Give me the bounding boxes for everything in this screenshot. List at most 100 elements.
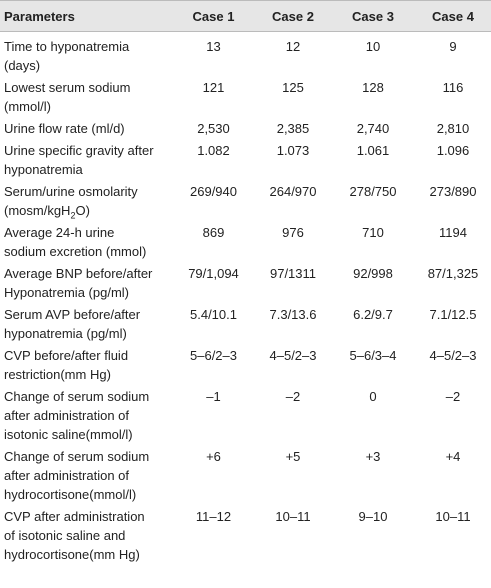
parameter-line: Serum AVP before/after bbox=[4, 307, 141, 322]
value-cell: 9–10 bbox=[358, 509, 388, 524]
header-cell: Case 2 bbox=[255, 0, 331, 32]
value-cell: +3 bbox=[365, 449, 381, 464]
table-row: Serum/urine osmolarity (mosm/kgH2O) 269/94… bbox=[0, 181, 491, 222]
parameter-line: (days) bbox=[4, 58, 41, 73]
parameter-cell: Change of serum sodium after administrati… bbox=[0, 446, 172, 506]
parameter-cell: Average BNP before/after Hyponatremia (pg… bbox=[0, 263, 172, 304]
value-cell: 128 bbox=[362, 80, 384, 95]
value-cell: 976 bbox=[282, 225, 304, 240]
value-cell: 5–6/2–3 bbox=[190, 348, 237, 363]
parameter-line: Average BNP before/after bbox=[4, 266, 153, 281]
value-cell: 10–11 bbox=[275, 509, 311, 524]
table-row: Average BNP before/after Hyponatremia (pg… bbox=[0, 263, 491, 304]
value-cell: 9 bbox=[449, 39, 457, 54]
value-cell: 710 bbox=[362, 225, 384, 240]
value-cell: 4–5/2–3 bbox=[269, 348, 317, 363]
value-cell: 125 bbox=[282, 80, 304, 95]
value-cell: 1.061 bbox=[356, 143, 390, 158]
value-cell: 278/750 bbox=[349, 184, 397, 199]
parameter-cell: Serum AVP before/after hyponatremia (pg/m… bbox=[0, 304, 172, 345]
value-cell: 116 bbox=[442, 80, 464, 95]
parameter-line: hydrocortisone(mm Hg) bbox=[4, 547, 140, 562]
value-cell: 4–5/2–3 bbox=[429, 348, 477, 363]
value-cell: +6 bbox=[206, 449, 221, 464]
value-cell: 12 bbox=[285, 39, 301, 54]
value-cell: 7.3/13.6 bbox=[269, 307, 317, 322]
value-cell: 97/1311 bbox=[269, 266, 317, 281]
value-cell: +5 bbox=[285, 449, 301, 464]
table-row: CVP before/after fluid restriction(mm Hg)… bbox=[0, 345, 491, 386]
parameter-line: Serum/urine osmolarity bbox=[4, 184, 138, 199]
parameter-line: hyponatremia bbox=[4, 162, 83, 177]
value-cell: 5–6/3–4 bbox=[349, 348, 397, 363]
data-table: Parameters Case 1 Case 2 Case 3 Case 4 Time … bbox=[0, 0, 491, 566]
value-cell: –2 bbox=[445, 389, 461, 404]
header-cell: Case 1 bbox=[172, 0, 255, 32]
parameter-cell: Time to hyponatremia (days) bbox=[0, 32, 172, 77]
value-cell: 1.096 bbox=[436, 143, 470, 158]
value-cell: 273/890 bbox=[429, 184, 477, 199]
parameter-line: Change of serum sodium bbox=[4, 449, 150, 464]
parameter-line: isotonic saline(mmol/l) bbox=[4, 427, 133, 442]
parameter-cell: Urine specific gravity after hyponatremia bbox=[0, 140, 172, 181]
parameter-cell: Urine flow rate (ml/d) bbox=[0, 118, 172, 140]
parameter-line: (mosm/kgH2O) bbox=[4, 201, 168, 220]
value-cell: 1.082 bbox=[197, 143, 230, 158]
value-cell: 13 bbox=[206, 39, 221, 54]
table-row: Average 24-h urine sodium excretion (mmol… bbox=[0, 222, 491, 263]
table-row: Time to hyponatremia (days) 13 12 10 9 bbox=[0, 32, 491, 77]
value-cell: 2,530 bbox=[197, 121, 230, 136]
header-row: Parameters Case 1 Case 2 Case 3 Case 4 bbox=[0, 0, 491, 32]
value-cell: 6.2/9.7 bbox=[353, 307, 393, 322]
parameter-line: after administration of bbox=[4, 408, 130, 423]
table-row: Change of serum sodium after administrati… bbox=[0, 446, 491, 506]
parameter-line: (mmol/l) bbox=[4, 99, 51, 114]
table-row: Urine flow rate (ml/d) 2,530 2,385 2,740 2,8… bbox=[0, 118, 491, 140]
value-cell: 10 bbox=[365, 39, 381, 54]
parameter-line: of isotonic saline and bbox=[4, 528, 126, 543]
parameter-line: restriction(mm Hg) bbox=[4, 367, 111, 382]
table-body: Time to hyponatremia (days) 13 12 10 9 Lowest … bbox=[0, 32, 491, 566]
table-row: CVP after administration of isotonic sali… bbox=[0, 506, 491, 566]
table-row: Urine specific gravity after hyponatremia… bbox=[0, 140, 491, 181]
value-cell: –2 bbox=[285, 389, 301, 404]
parameter-cell: Lowest serum sodium (mmol/l) bbox=[0, 77, 172, 118]
value-cell: +4 bbox=[445, 449, 461, 464]
parameter-line: after administration of bbox=[4, 468, 130, 483]
value-cell: 2,740 bbox=[356, 121, 390, 136]
parameter-line: Lowest serum sodium bbox=[4, 80, 131, 95]
value-cell: 269/940 bbox=[190, 184, 237, 199]
value-cell: 7.1/12.5 bbox=[429, 307, 477, 322]
value-cell: 87/1,325 bbox=[427, 266, 479, 281]
text-segment: O) bbox=[75, 203, 90, 218]
parameter-line: Hyponatremia (pg/ml) bbox=[4, 285, 129, 300]
value-cell: 2,385 bbox=[276, 121, 310, 136]
value-cell: 10–11 bbox=[435, 509, 471, 524]
parameter-line: Urine flow rate (ml/d) bbox=[4, 121, 125, 136]
value-cell: 0 bbox=[369, 389, 377, 404]
parameter-line: CVP before/after fluid bbox=[4, 348, 129, 363]
parameter-line: Change of serum sodium bbox=[4, 389, 150, 404]
value-cell: 869 bbox=[202, 225, 225, 240]
value-cell: 2,810 bbox=[436, 121, 470, 136]
parameter-cell: Change of serum sodium after administrati… bbox=[0, 386, 172, 446]
value-cell: 1.073 bbox=[276, 143, 310, 158]
table-row: Lowest serum sodium (mmol/l) 121 125 128 116 bbox=[0, 77, 491, 118]
parameter-line: Average 24-h urine bbox=[4, 225, 115, 240]
parameter-cell: CVP after administration of isotonic sali… bbox=[0, 506, 172, 566]
value-cell: 264/970 bbox=[269, 184, 317, 199]
parameter-line: hyponatremia (pg/ml) bbox=[4, 326, 127, 341]
header-parameter: Parameters bbox=[0, 0, 172, 32]
parameter-cell: CVP before/after fluid restriction(mm Hg) bbox=[0, 345, 172, 386]
value-cell: 121 bbox=[202, 80, 225, 95]
parameter-line: CVP after administration bbox=[4, 509, 145, 524]
table-row: Serum AVP before/after hyponatremia (pg/m… bbox=[0, 304, 491, 345]
parameter-line: Time to hyponatremia bbox=[4, 39, 130, 54]
value-cell: 11–12 bbox=[195, 509, 232, 524]
value-cell: 79/1,094 bbox=[188, 266, 239, 281]
header-cell: Case 3 bbox=[331, 0, 415, 32]
value-cell: 1194 bbox=[439, 225, 467, 240]
parameter-cell: Serum/urine osmolarity (mosm/kgH2O) bbox=[0, 181, 172, 222]
parameter-line: sodium excretion (mmol) bbox=[4, 244, 147, 259]
